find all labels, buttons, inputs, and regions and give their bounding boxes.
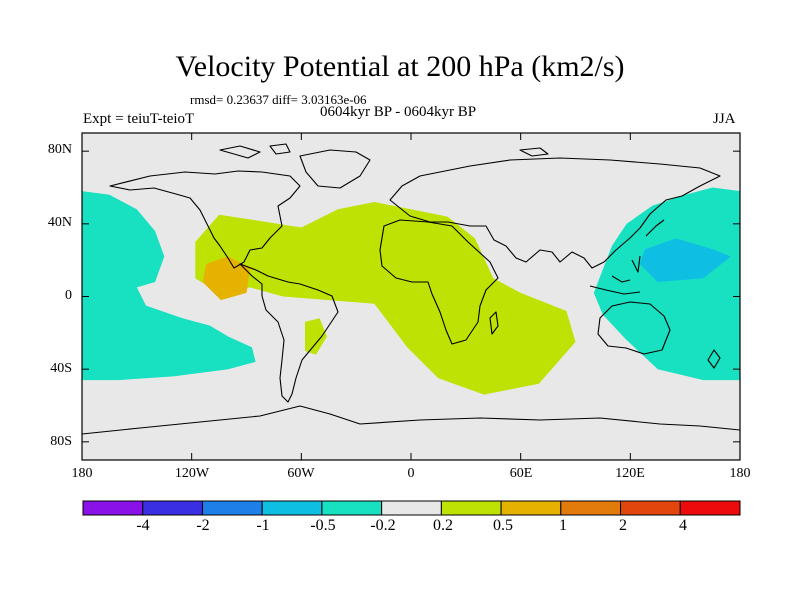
colorbar-swatch [560,500,622,516]
map-title: Velocity Potential at 200 hPa (km2/s) [175,50,625,83]
season-label: JJA [713,111,736,127]
colorbar-swatch [679,500,741,516]
colorbar-swatch [321,500,383,516]
rmsd-diff-stats: rmsd= 0.23637 diff= 3.03163e-06 [190,92,367,107]
coastline-antarctica [81,405,741,435]
coastline-madagascar [489,311,499,335]
contour-region-atlantic-africa-positive [195,202,576,395]
period-label: 0604kyr BP - 0604kyr BP [320,104,477,120]
lon-label-180w: 180 [71,466,93,481]
coastline-south-america [239,263,339,403]
lon-label-120w: 120W [174,466,210,481]
colorbar-swatch [82,500,144,516]
lon-label-180e: 180 [729,466,751,481]
colorbar-label: -4 [136,517,150,534]
colorbar-swatch [261,500,323,516]
contour-region-west-pacific-negative [593,187,740,381]
colorbar-swatch [500,500,562,516]
colorbar-label: 0.2 [433,517,453,534]
coastline-arctic-islands [219,143,549,159]
lat-label-80s: 80S [50,434,72,449]
colorbar-swatch [381,500,442,516]
lon-label-120e: 120E [615,466,645,481]
contour-region-east-pacific-positive [202,256,251,301]
colorbar-label: -0.2 [370,517,396,534]
colorbar-swatch [201,500,263,516]
lat-label-0: 0 [65,288,72,303]
colorbar-label: -2 [196,517,210,534]
contour-region-west-pacific-core [639,238,731,282]
coastline-indonesia [589,219,665,295]
lat-label-80n: 80N [47,142,72,157]
contour-region-east-pacific-negative [82,191,256,381]
colorbar-label: 1 [559,517,567,534]
coastline-australia [597,301,671,355]
colorbar-label: 4 [679,517,687,534]
colorbar-swatch [620,500,681,516]
coastline-eurasia [389,157,721,269]
colorbar-swatch [440,500,502,516]
colorbar-label: 0.5 [493,517,513,534]
coastline-africa [379,219,499,345]
lon-label-0: 0 [407,466,415,481]
coastline-greenland [299,149,371,189]
colorbar-label: -0.5 [310,517,336,534]
experiment-label: Expt = teiuT-teioT [83,111,195,127]
coastline-new-zealand [707,349,721,369]
contour-region-south-america-positive [305,318,327,355]
lat-label-40n: 40N [47,215,72,230]
lon-label-60w: 60W [287,466,315,481]
colorbar-label: 2 [619,517,627,534]
coastline-north-america [109,170,301,269]
colorbar-swatch [142,500,203,516]
lat-label-40s: 40S [50,361,72,376]
lon-label-60e: 60E [509,466,533,481]
colorbar-label: -1 [256,517,270,534]
